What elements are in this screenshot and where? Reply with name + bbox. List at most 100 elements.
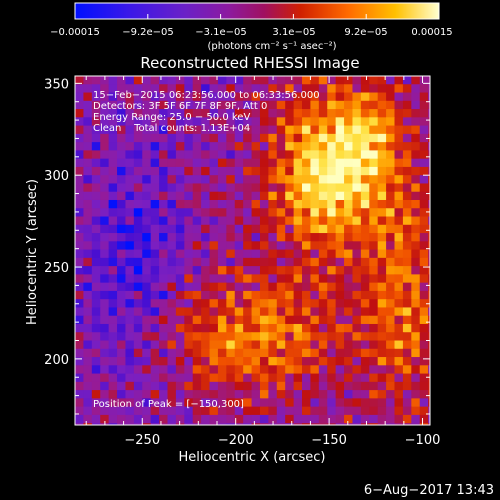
heatmap-cell — [142, 315, 152, 325]
heatmap-cell — [318, 332, 328, 342]
heatmap-cell — [310, 158, 320, 168]
heatmap-cell — [251, 266, 261, 275]
heatmap-cell — [201, 423, 211, 425]
heatmap-cell — [394, 406, 404, 416]
heatmap-cell — [133, 315, 143, 325]
heatmap-cell — [217, 274, 227, 284]
heatmap-cell — [133, 406, 143, 416]
heatmap-cell — [259, 92, 269, 102]
heatmap-cell — [91, 125, 101, 135]
heatmap-cell — [251, 166, 261, 176]
heatmap-cell — [108, 125, 118, 135]
heatmap-cell — [167, 199, 177, 209]
heatmap-cell — [276, 398, 286, 408]
heatmap-cell — [360, 150, 370, 160]
heatmap-cell — [234, 241, 244, 251]
heatmap-cell — [335, 266, 345, 275]
heatmap-cell — [159, 133, 169, 143]
heatmap-cell — [377, 191, 387, 201]
heatmap-cell — [192, 117, 202, 127]
heatmap-cell — [100, 150, 110, 160]
heatmap-cell — [276, 315, 286, 325]
heatmap-cell — [243, 224, 253, 234]
heatmap-cell — [159, 84, 169, 94]
heatmap-cell — [369, 373, 379, 383]
heatmap-cell — [419, 84, 429, 94]
heatmap-cell — [419, 299, 429, 309]
heatmap-cell — [411, 249, 421, 259]
heatmap-cell — [234, 282, 244, 292]
heatmap-cell — [175, 183, 185, 193]
heatmap-cell — [217, 233, 227, 242]
heatmap-cell — [251, 373, 261, 383]
heatmap-cell — [344, 249, 354, 259]
heatmap-cell — [335, 390, 345, 399]
heatmap-cell — [335, 423, 345, 425]
heatmap-cell — [360, 390, 370, 399]
heatmap-cell — [243, 373, 253, 383]
heatmap-cell — [217, 191, 227, 201]
heatmap-cell — [117, 76, 127, 85]
heatmap-cell — [159, 348, 169, 358]
heatmap-cell — [419, 332, 429, 342]
heatmap-cell — [201, 398, 211, 408]
heatmap-cell — [150, 233, 160, 242]
heatmap-cell — [302, 381, 312, 391]
heatmap-cell — [369, 233, 379, 242]
heatmap-cell — [310, 390, 320, 399]
heatmap-cell — [428, 282, 430, 292]
heatmap-cell — [100, 348, 110, 358]
heatmap-cell — [184, 365, 194, 375]
heatmap-cell — [192, 84, 202, 94]
heatmap-cell — [411, 282, 421, 292]
heatmap-cell — [352, 150, 362, 160]
heatmap-cell — [142, 373, 152, 383]
heatmap-cell — [428, 257, 430, 267]
heatmap-cell — [327, 166, 337, 176]
heatmap-cell — [377, 406, 387, 416]
heatmap-cell — [201, 257, 211, 267]
heatmap-cell — [159, 381, 169, 391]
heatmap-cell — [251, 133, 261, 143]
heatmap-cell — [243, 133, 253, 143]
heatmap-cell — [100, 133, 110, 143]
heatmap-cell — [175, 266, 185, 275]
heatmap-cell — [159, 233, 169, 242]
heatmap-cell — [360, 175, 370, 185]
heatmap-cell — [369, 307, 379, 317]
heatmap-cell — [377, 365, 387, 375]
heatmap-cell — [310, 150, 320, 160]
heatmap-cell — [217, 142, 227, 151]
heatmap-cell — [285, 348, 295, 358]
heatmap-cell — [344, 241, 354, 251]
heatmap-cell — [83, 357, 93, 366]
heatmap-cell — [226, 266, 236, 275]
heatmap-cell — [293, 199, 303, 209]
heatmap-cell — [243, 340, 253, 350]
heatmap-cell — [293, 133, 303, 143]
heatmap-cell — [251, 323, 261, 333]
heatmap-cell — [91, 266, 101, 275]
heatmap-cell — [360, 92, 370, 102]
heatmap-cell — [150, 191, 160, 201]
chart-title: Reconstructed RHESSI Image — [140, 54, 359, 72]
heatmap-cell — [217, 241, 227, 251]
heatmap-cell — [360, 307, 370, 317]
heatmap-cell — [133, 381, 143, 391]
heatmap-cell — [352, 348, 362, 358]
heatmap-cell — [184, 199, 194, 209]
heatmap-cell — [91, 142, 101, 151]
heatmap-cell — [352, 315, 362, 325]
heatmap-cell — [91, 175, 101, 185]
heatmap-cell — [318, 76, 328, 85]
heatmap-cell — [251, 158, 261, 168]
heatmap-cell — [268, 158, 278, 168]
heatmap-cell — [159, 266, 169, 275]
heatmap-cell — [83, 241, 93, 251]
heatmap-cell — [251, 390, 261, 399]
heatmap-cell — [293, 191, 303, 201]
heatmap-cell — [428, 233, 430, 242]
heatmap-cell — [217, 208, 227, 218]
heatmap-cell — [285, 299, 295, 309]
heatmap-cell — [377, 381, 387, 391]
